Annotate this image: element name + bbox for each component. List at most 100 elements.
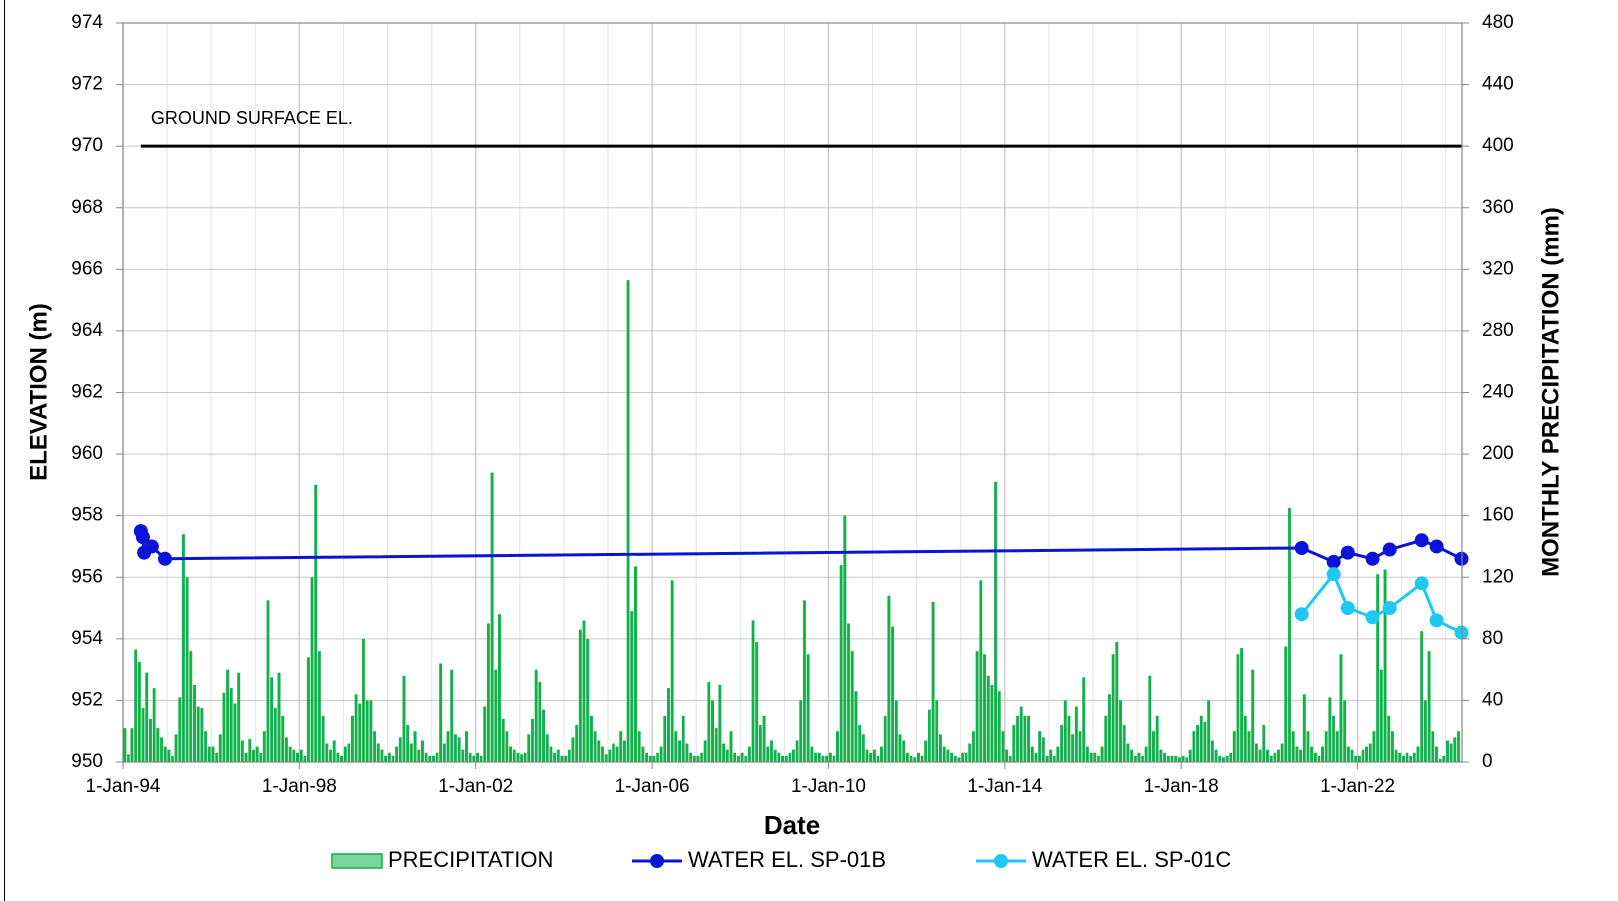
precipitation-bar [468,752,472,762]
water-marker [1365,551,1380,566]
precipitation-bar [571,737,575,762]
precipitation-bar [303,755,307,762]
precipitation-bar [497,614,501,762]
precipitation-bar [1041,737,1045,762]
precipitation-bar [1335,731,1339,762]
precipitation-bar [1130,749,1134,762]
precipitation-bar [1409,755,1413,762]
precipitation-bar [740,752,744,762]
legend: PRECIPITATION WATER EL. SP-01B WATER EL. S… [331,847,1231,872]
precipitation-bar [1302,694,1306,762]
precipitation-bar [920,755,924,762]
precipitation-bar [1321,746,1324,762]
precipitation-bar [259,752,263,762]
precipitation-bar [196,706,200,762]
water-marker [1414,533,1429,548]
precipitation-bar [509,746,513,762]
y2-tick-label: 440 [1482,74,1514,95]
precipitation-bar [350,715,354,762]
precipitation-bar [935,700,939,762]
precipitation-bar [1354,755,1358,762]
precipitation-bar [1218,755,1222,762]
precipitation-bar [1034,752,1038,762]
y2-tick-label: 120 [1482,566,1514,587]
precipitation-bar [387,752,391,762]
precipitation-bar [568,749,571,762]
precipitation-bar [1027,715,1031,762]
precipitation-bar [226,669,230,762]
precipitation-bar [380,749,384,762]
precipitation-bar [656,752,659,762]
precipitation-bar [1365,746,1369,762]
precipitation-bar [1346,746,1350,762]
precipitation-bar [1288,507,1291,762]
y2-tick-label: 240 [1482,382,1514,403]
precipitation-bar [946,749,950,762]
precipitation-bar [156,728,160,762]
y-tick-label: 972 [71,74,103,95]
precipitation-bar [127,754,130,762]
precipitation-bar [850,651,854,762]
precipitation-bar [1258,749,1262,762]
precipitation-bar [689,752,693,762]
precipitation-bar [479,755,483,762]
precipitation-bar [938,734,942,762]
precipitation-bar [601,746,604,762]
precipitation-bar [916,752,920,762]
precipitation-bar [549,746,553,762]
precipitation-bar [961,752,965,762]
precipitation-bar [615,746,619,762]
precipitation-bar [336,752,340,762]
precipitation-bar [597,740,601,762]
water-marker [144,539,159,554]
precipitation-bar [964,752,968,762]
precipitation-bar [1221,757,1225,762]
precipitation-bar [700,752,703,762]
precipitation-bar [733,752,737,762]
precipitation-bar [1284,646,1288,762]
precipitation-bar [310,577,314,762]
precipitation-bar [347,743,351,762]
precipitation-bar [659,746,663,762]
precipitation-bar [986,675,990,762]
precipitation-bar [898,734,902,762]
precipitation-bar [803,600,806,762]
precipitation-bar [1273,752,1277,762]
precipitation-bar [1350,749,1354,762]
precipitation-bar [953,755,957,762]
precipitation-bar [1107,694,1111,762]
precipitation-bar [869,752,873,762]
water-marker [1382,601,1397,616]
precipitation-bar [696,755,700,762]
precipitation-bar [887,595,891,762]
precipitation-bar [1111,654,1115,762]
precipitation-bar [450,669,454,762]
precipitation-bar [296,752,299,762]
precipitation-bar [365,700,369,762]
precipitation-bar [905,752,909,762]
precipitation-bar [1420,631,1424,762]
precipitation-bar [909,755,913,762]
legend-marker [650,854,664,868]
precipitation-bar [255,746,259,762]
precipitation-bar [1078,731,1082,762]
precipitation-bar [1434,746,1438,762]
x-tick-label: 1-Jan-18 [1144,776,1219,797]
precipitation-bar [285,737,288,762]
precipitation-bar [652,755,656,762]
precipitation-bar [1299,749,1303,762]
precipitation-bar [523,752,527,762]
precipitation-bar [1030,746,1034,762]
precipitation-bar [340,755,344,762]
precipitation-bar [354,694,358,762]
precipitation-bar [858,725,862,762]
precipitation-bar [1163,752,1167,762]
precipitation-bar [1376,574,1380,762]
precipitation-bar [983,654,986,762]
precipitation-bar [362,638,365,762]
precipitation-bar [465,731,468,762]
precipitation-bar [751,620,755,762]
precipitation-bar [711,700,714,762]
precipitation-bar [1398,752,1402,762]
precipitation-bar [1104,715,1108,762]
